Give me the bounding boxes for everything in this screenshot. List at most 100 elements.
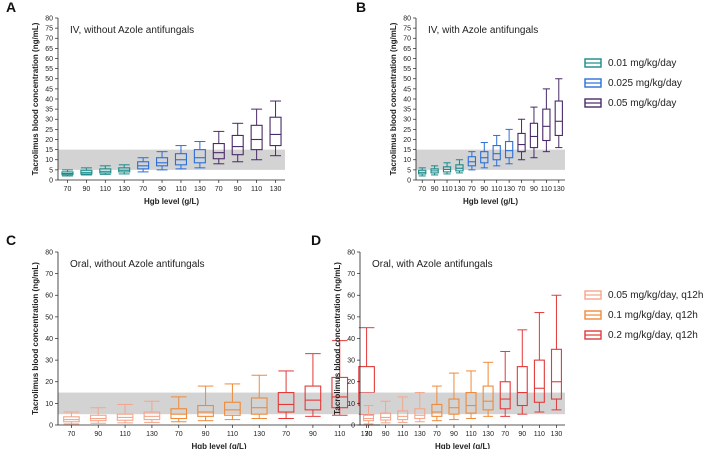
panel-letter: A [6,0,16,15]
x-tick-label: 70 [64,186,72,193]
y-tick-label: 10 [45,157,53,164]
x-tick-label: 90 [518,431,526,438]
box-body [193,149,206,164]
box-3-3 [250,108,263,161]
y-tick-label: 80 [347,249,355,256]
y-tick-label: 55 [45,66,53,73]
box-3-3 [533,312,545,413]
x-tick-label: 130 [146,431,158,438]
legend-label: 0.01 mg/kg/day [608,58,676,69]
x-axis-title: Hgb level (g/L) [435,442,490,449]
panel-title: IV, without Azole antifungals [70,25,194,36]
x-axis-title: Hgb level (g/L) [191,442,246,449]
y-tick-label: 70 [347,271,355,278]
x-tick-label: 70 [139,186,147,193]
box-2-3 [465,370,477,420]
x-tick-label: 90 [234,186,242,193]
x-tick-label: 110 [491,186,502,193]
box-1-4 [414,392,426,423]
panel-letter: B [356,0,366,15]
x-tick-label: 130 [253,431,265,438]
y-tick-label: 50 [403,76,411,83]
y-tick-label: 20 [45,379,53,386]
x-tick-label: 130 [454,186,466,193]
box-2-2 [156,151,169,171]
x-tick-label: 70 [282,431,290,438]
box-3-2 [231,122,244,163]
x-tick-label: 110 [441,186,452,193]
box-3-1 [517,118,526,161]
x-tick-label: 110 [227,431,238,438]
box-1-2 [380,400,392,424]
y-tick-label: 65 [403,46,411,53]
y-tick-label: 5 [407,167,411,174]
box-body [250,397,268,415]
x-tick-label: 130 [551,431,563,438]
x-tick-label: 70 [518,186,526,193]
box-body [517,132,526,153]
x-tick-label: 90 [309,431,317,438]
y-tick-label: 45 [45,86,53,93]
x-tick-label: 70 [215,186,223,193]
box-body [499,381,511,410]
x-tick-label: 70 [468,186,476,193]
y-tick-label: 80 [45,15,53,22]
x-tick-label: 110 [465,431,476,438]
box-2-1 [137,157,150,173]
x-tick-label: 90 [480,186,488,193]
box-1-2 [89,407,107,424]
legend-oral: 0.05 mg/kg/day, q12h 0.1 mg/kg/day, q12h 0… [584,290,703,341]
y-tick-label: 30 [347,358,355,365]
panel-title: IV, with Azole antifungals [428,25,538,36]
y-tick-label: 10 [45,401,53,408]
y-tick-label: 25 [403,127,411,134]
box-1-3 [116,403,134,424]
box-body [465,392,477,414]
y-tick-label: 0 [407,177,411,184]
x-tick-label: 70 [68,431,76,438]
x-tick-label: 130 [553,186,565,193]
box-1-1 [418,167,427,177]
y-tick-label: 75 [403,26,411,33]
y-tick-label: 60 [45,56,53,63]
y-axis-title: Tacrolimus blood concentration (ng/mL) [389,22,398,175]
y-tick-label: 35 [403,107,411,114]
box-body [224,401,241,416]
legend-iv: 0.01 mg/kg/day 0.025 mg/kg/day 0.05 mg/kg/… [584,58,682,109]
x-tick-label: 110 [541,186,552,193]
y-tick-label: 0 [49,177,53,184]
y-tick-label: 25 [45,127,53,134]
y-tick-label: 10 [403,157,411,164]
x-tick-label: 130 [118,186,130,193]
reference-band [416,149,565,170]
box-body [197,404,214,417]
x-tick-label: 90 [431,186,439,193]
x-axis-title: Hgb level (g/L) [144,197,199,206]
x-tick-label: 70 [365,431,373,438]
panel-a: A 0 5 10 15 20 25 30 35 40 45 50 55 60 65 70 75 80 Tacroli… [6,0,285,206]
y-tick-label: 5 [49,167,53,174]
x-tick-label: 110 [119,431,130,438]
y-tick-label: 60 [45,293,53,300]
reference-band [58,392,380,415]
box-2-2 [197,385,214,422]
box-1-3 [442,162,452,175]
x-tick-label: 130 [482,431,494,438]
box-body [397,410,409,421]
box-2-1 [170,396,188,423]
x-tick-label: 70 [418,186,426,193]
y-tick-label: 15 [45,147,53,154]
panel-letter: C [6,232,16,248]
x-tick-label: 110 [397,431,408,438]
box-2-1 [431,385,443,422]
legend-label: 0.05 mg/kg/day, q12h [608,290,703,301]
y-tick-label: 20 [347,379,355,386]
y-axis-title: Tacrolimus blood concentration (ng/mL) [31,22,40,175]
box-3-3 [542,88,551,153]
y-tick-label: 55 [403,66,411,73]
box-2-2 [480,142,489,169]
box-1-1 [63,411,80,425]
x-tick-label: 90 [382,431,390,438]
box-body [482,385,494,411]
x-tick-label: 90 [202,431,210,438]
